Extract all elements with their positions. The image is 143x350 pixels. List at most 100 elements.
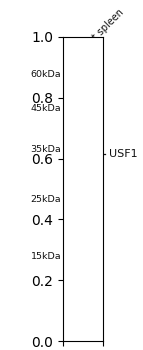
- Ellipse shape: [78, 187, 80, 190]
- Ellipse shape: [77, 150, 84, 157]
- Text: 25kDa: 25kDa: [30, 195, 61, 204]
- Text: USF1: USF1: [109, 149, 137, 159]
- Ellipse shape: [74, 185, 85, 193]
- Ellipse shape: [74, 185, 84, 192]
- Ellipse shape: [76, 150, 86, 158]
- Text: 45kDa: 45kDa: [30, 104, 61, 113]
- Ellipse shape: [69, 147, 91, 161]
- Ellipse shape: [76, 150, 85, 158]
- Ellipse shape: [72, 184, 87, 194]
- Ellipse shape: [78, 187, 81, 191]
- Ellipse shape: [69, 147, 92, 161]
- Ellipse shape: [78, 187, 81, 191]
- Ellipse shape: [73, 184, 86, 194]
- Ellipse shape: [73, 184, 86, 193]
- Ellipse shape: [72, 148, 89, 160]
- Ellipse shape: [78, 151, 83, 157]
- Ellipse shape: [71, 148, 90, 160]
- Ellipse shape: [80, 152, 81, 155]
- Ellipse shape: [77, 186, 82, 191]
- Ellipse shape: [72, 148, 89, 160]
- Ellipse shape: [69, 147, 92, 161]
- Ellipse shape: [73, 149, 88, 159]
- Ellipse shape: [79, 188, 80, 190]
- Ellipse shape: [79, 152, 82, 156]
- Ellipse shape: [74, 149, 87, 159]
- Ellipse shape: [80, 152, 81, 156]
- Ellipse shape: [79, 188, 80, 190]
- Text: 60kDa: 60kDa: [30, 70, 61, 79]
- Ellipse shape: [78, 151, 83, 157]
- Ellipse shape: [71, 148, 90, 160]
- Ellipse shape: [73, 184, 86, 193]
- Ellipse shape: [74, 149, 87, 158]
- Bar: [67, 64, 98, 70]
- Ellipse shape: [70, 147, 91, 160]
- Ellipse shape: [80, 152, 81, 156]
- Ellipse shape: [77, 151, 84, 157]
- Ellipse shape: [75, 186, 84, 192]
- Ellipse shape: [77, 187, 82, 191]
- Ellipse shape: [75, 150, 86, 158]
- Ellipse shape: [75, 186, 84, 192]
- Ellipse shape: [80, 152, 82, 156]
- Ellipse shape: [73, 184, 86, 193]
- Ellipse shape: [75, 149, 87, 158]
- Ellipse shape: [76, 150, 85, 158]
- Ellipse shape: [73, 149, 88, 159]
- Ellipse shape: [73, 148, 88, 159]
- Ellipse shape: [76, 186, 83, 192]
- Ellipse shape: [72, 148, 89, 160]
- Ellipse shape: [69, 147, 92, 161]
- Ellipse shape: [78, 151, 83, 156]
- Ellipse shape: [76, 150, 85, 158]
- Ellipse shape: [78, 187, 81, 191]
- Ellipse shape: [71, 148, 90, 160]
- Ellipse shape: [74, 149, 88, 159]
- Ellipse shape: [76, 186, 83, 191]
- Ellipse shape: [72, 184, 86, 194]
- Ellipse shape: [77, 150, 84, 157]
- Ellipse shape: [75, 186, 84, 192]
- Ellipse shape: [69, 147, 92, 161]
- Ellipse shape: [79, 188, 80, 190]
- Ellipse shape: [74, 149, 87, 159]
- Ellipse shape: [77, 187, 82, 191]
- Ellipse shape: [79, 152, 82, 156]
- Ellipse shape: [76, 186, 83, 192]
- Ellipse shape: [76, 150, 85, 158]
- Ellipse shape: [72, 184, 87, 194]
- Ellipse shape: [76, 186, 83, 192]
- Ellipse shape: [72, 148, 89, 159]
- Ellipse shape: [74, 185, 85, 193]
- Ellipse shape: [68, 147, 93, 161]
- Ellipse shape: [78, 151, 83, 156]
- Ellipse shape: [79, 152, 82, 156]
- Ellipse shape: [77, 187, 82, 191]
- Text: Rat spleen: Rat spleen: [82, 8, 125, 51]
- Ellipse shape: [77, 187, 81, 191]
- Ellipse shape: [71, 148, 90, 160]
- Ellipse shape: [75, 186, 83, 192]
- Ellipse shape: [73, 185, 85, 193]
- Ellipse shape: [75, 150, 86, 158]
- Ellipse shape: [72, 184, 87, 194]
- Ellipse shape: [74, 185, 85, 192]
- Ellipse shape: [75, 150, 86, 158]
- Text: 15kDa: 15kDa: [30, 252, 61, 261]
- Ellipse shape: [73, 148, 89, 159]
- Text: 35kDa: 35kDa: [30, 145, 61, 154]
- Ellipse shape: [73, 149, 88, 159]
- Bar: [67, 70, 98, 305]
- Ellipse shape: [77, 150, 84, 157]
- Ellipse shape: [70, 147, 91, 161]
- Ellipse shape: [76, 186, 82, 191]
- Ellipse shape: [79, 152, 82, 156]
- Ellipse shape: [70, 147, 91, 160]
- Ellipse shape: [71, 148, 90, 160]
- Ellipse shape: [74, 185, 85, 193]
- Ellipse shape: [77, 151, 84, 157]
- Ellipse shape: [78, 187, 81, 190]
- Ellipse shape: [76, 150, 85, 158]
- Ellipse shape: [70, 147, 91, 160]
